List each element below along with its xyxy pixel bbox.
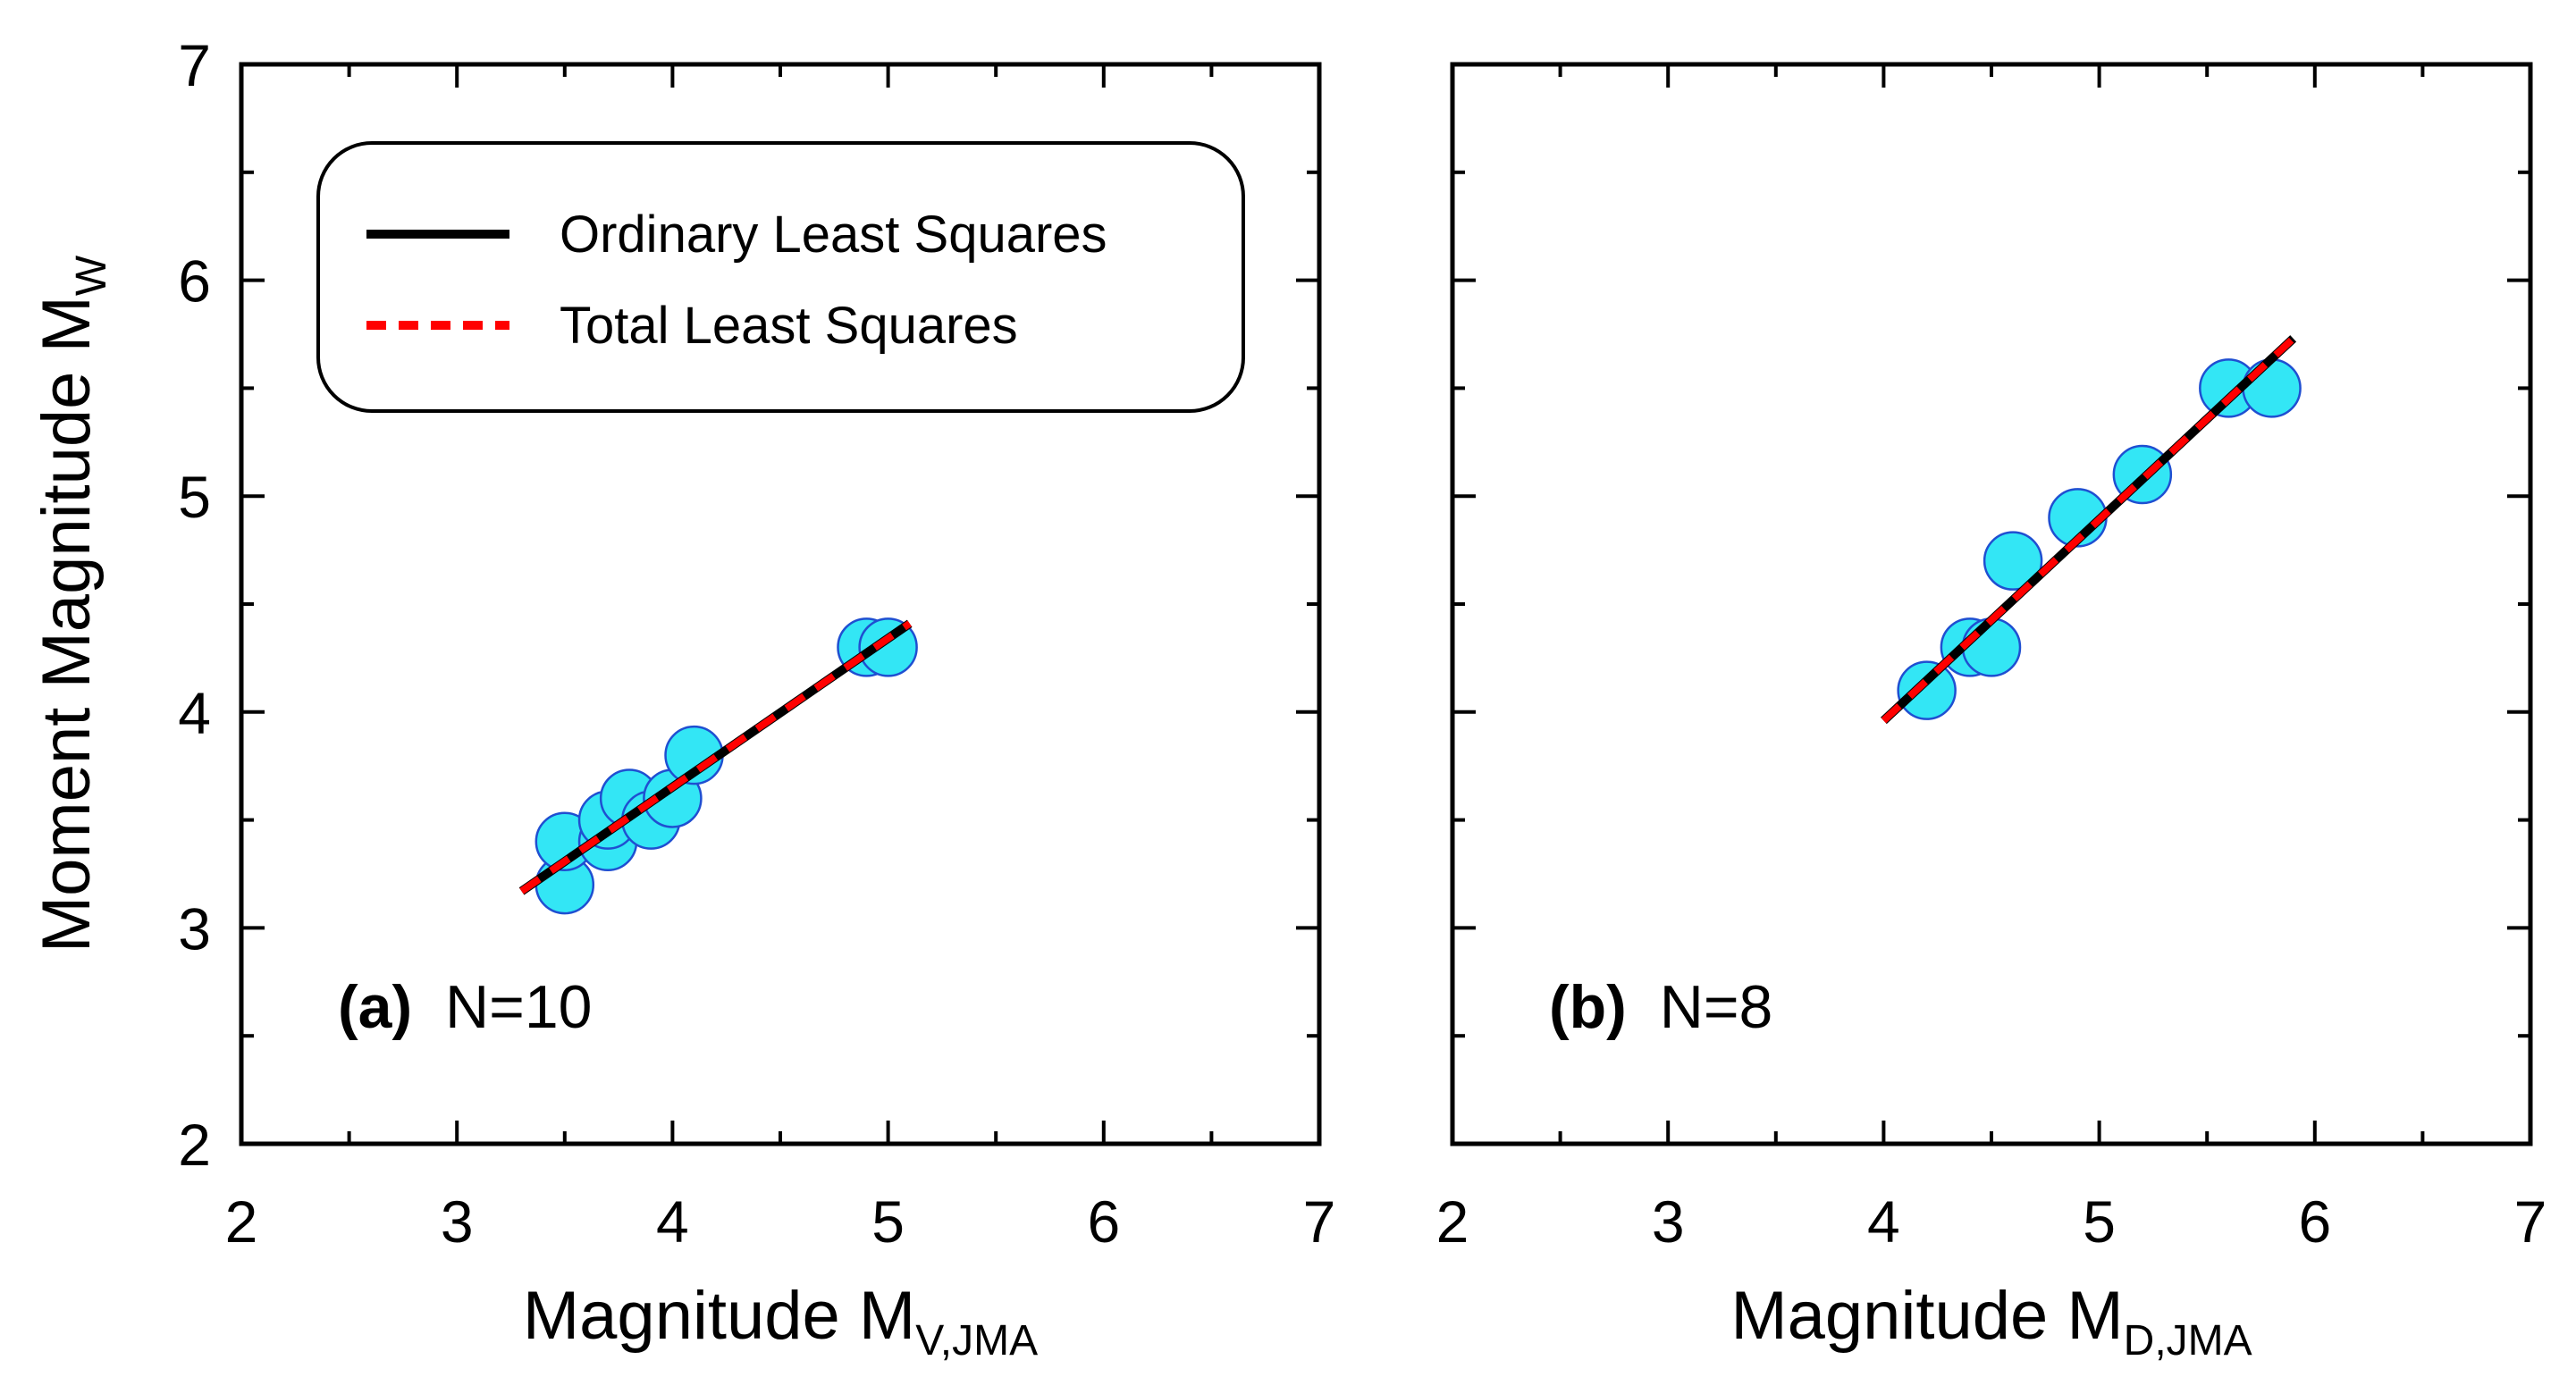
x-tick-label: 4 [1867, 1188, 1900, 1255]
legend-box [316, 141, 1245, 413]
y-tick-label: 3 [178, 895, 211, 962]
panel-a-x-axis-title-sub: V,JMA [915, 1317, 1038, 1365]
panel-a: 2 3 4 5 6 7 2 3 4 5 6 7 (a) N=10 Magnitude MV,JMA M… [29, 32, 1335, 1365]
y-tick-label: 7 [178, 32, 211, 98]
y-axis-title: Moment Magnitude MW [29, 255, 115, 953]
x-tick-label: 6 [1087, 1188, 1120, 1255]
tls-fit-line [519, 620, 912, 894]
panel-b-tag: (b) N=8 [1549, 973, 1772, 1041]
x-tick-label: 5 [2083, 1188, 2116, 1255]
panel-b-x-axis-title-main: Magnitude M [1730, 1278, 2123, 1354]
panel-b-label: (b) [1549, 973, 1627, 1041]
panel-b-points [1897, 358, 2302, 720]
panel-a-ticks: 2 3 4 5 6 7 2 3 4 5 6 7 [178, 32, 1335, 1255]
panel-b-x-axis-title-sub: D,JMA [2124, 1317, 2252, 1365]
panel-a-count: N=10 [445, 973, 592, 1041]
legend-label-ols: Ordinary Least Squares [560, 206, 1107, 264]
tls-fit-line [1881, 335, 2296, 724]
legend-label-tls: Total Least Squares [560, 297, 1018, 355]
panel-a-series [518, 619, 913, 895]
panel-b: 2 3 4 5 6 7 (b) N=8 Magnitude MD,JMA [1436, 62, 2547, 1365]
x-tick-label: 2 [225, 1188, 258, 1255]
panel-a-tag: (a) N=10 [338, 973, 592, 1041]
data-point [1983, 531, 2043, 591]
x-tick-label: 7 [1303, 1188, 1336, 1255]
y-axis-title-sub: W [68, 255, 115, 296]
x-tick-label: 5 [871, 1188, 905, 1255]
y-tick-label: 2 [178, 1112, 211, 1178]
data-point [2242, 358, 2302, 418]
x-tick-label: 2 [1436, 1188, 1469, 1255]
y-tick-label: 6 [178, 248, 211, 315]
panel-b-x-axis-title: Magnitude MD,JMA [1730, 1278, 2252, 1365]
panel-a-points [535, 617, 918, 915]
x-tick-label: 4 [656, 1188, 689, 1255]
x-tick-label: 3 [1652, 1188, 1685, 1255]
x-tick-label: 7 [2514, 1188, 2547, 1255]
panel-b-ticks: 2 3 4 5 6 7 [1436, 64, 2547, 1255]
data-point [1897, 660, 1957, 720]
y-axis-title-main: Moment Magnitude M [29, 296, 105, 953]
panel-b-count: N=8 [1660, 973, 1773, 1041]
x-tick-label: 6 [2298, 1188, 2331, 1255]
x-tick-label: 3 [441, 1188, 474, 1255]
panel-a-label: (a) [338, 973, 412, 1041]
panel-a-x-axis-title-main: Magnitude M [523, 1278, 915, 1354]
panel-a-x-axis-title: Magnitude MV,JMA [523, 1278, 1038, 1365]
legend: Ordinary Least Squares Total Least Squar… [316, 141, 1245, 413]
data-point [1961, 617, 2022, 677]
y-tick-label: 4 [178, 680, 211, 746]
y-tick-label: 5 [178, 464, 211, 530]
panel-b-series [1880, 335, 2297, 725]
